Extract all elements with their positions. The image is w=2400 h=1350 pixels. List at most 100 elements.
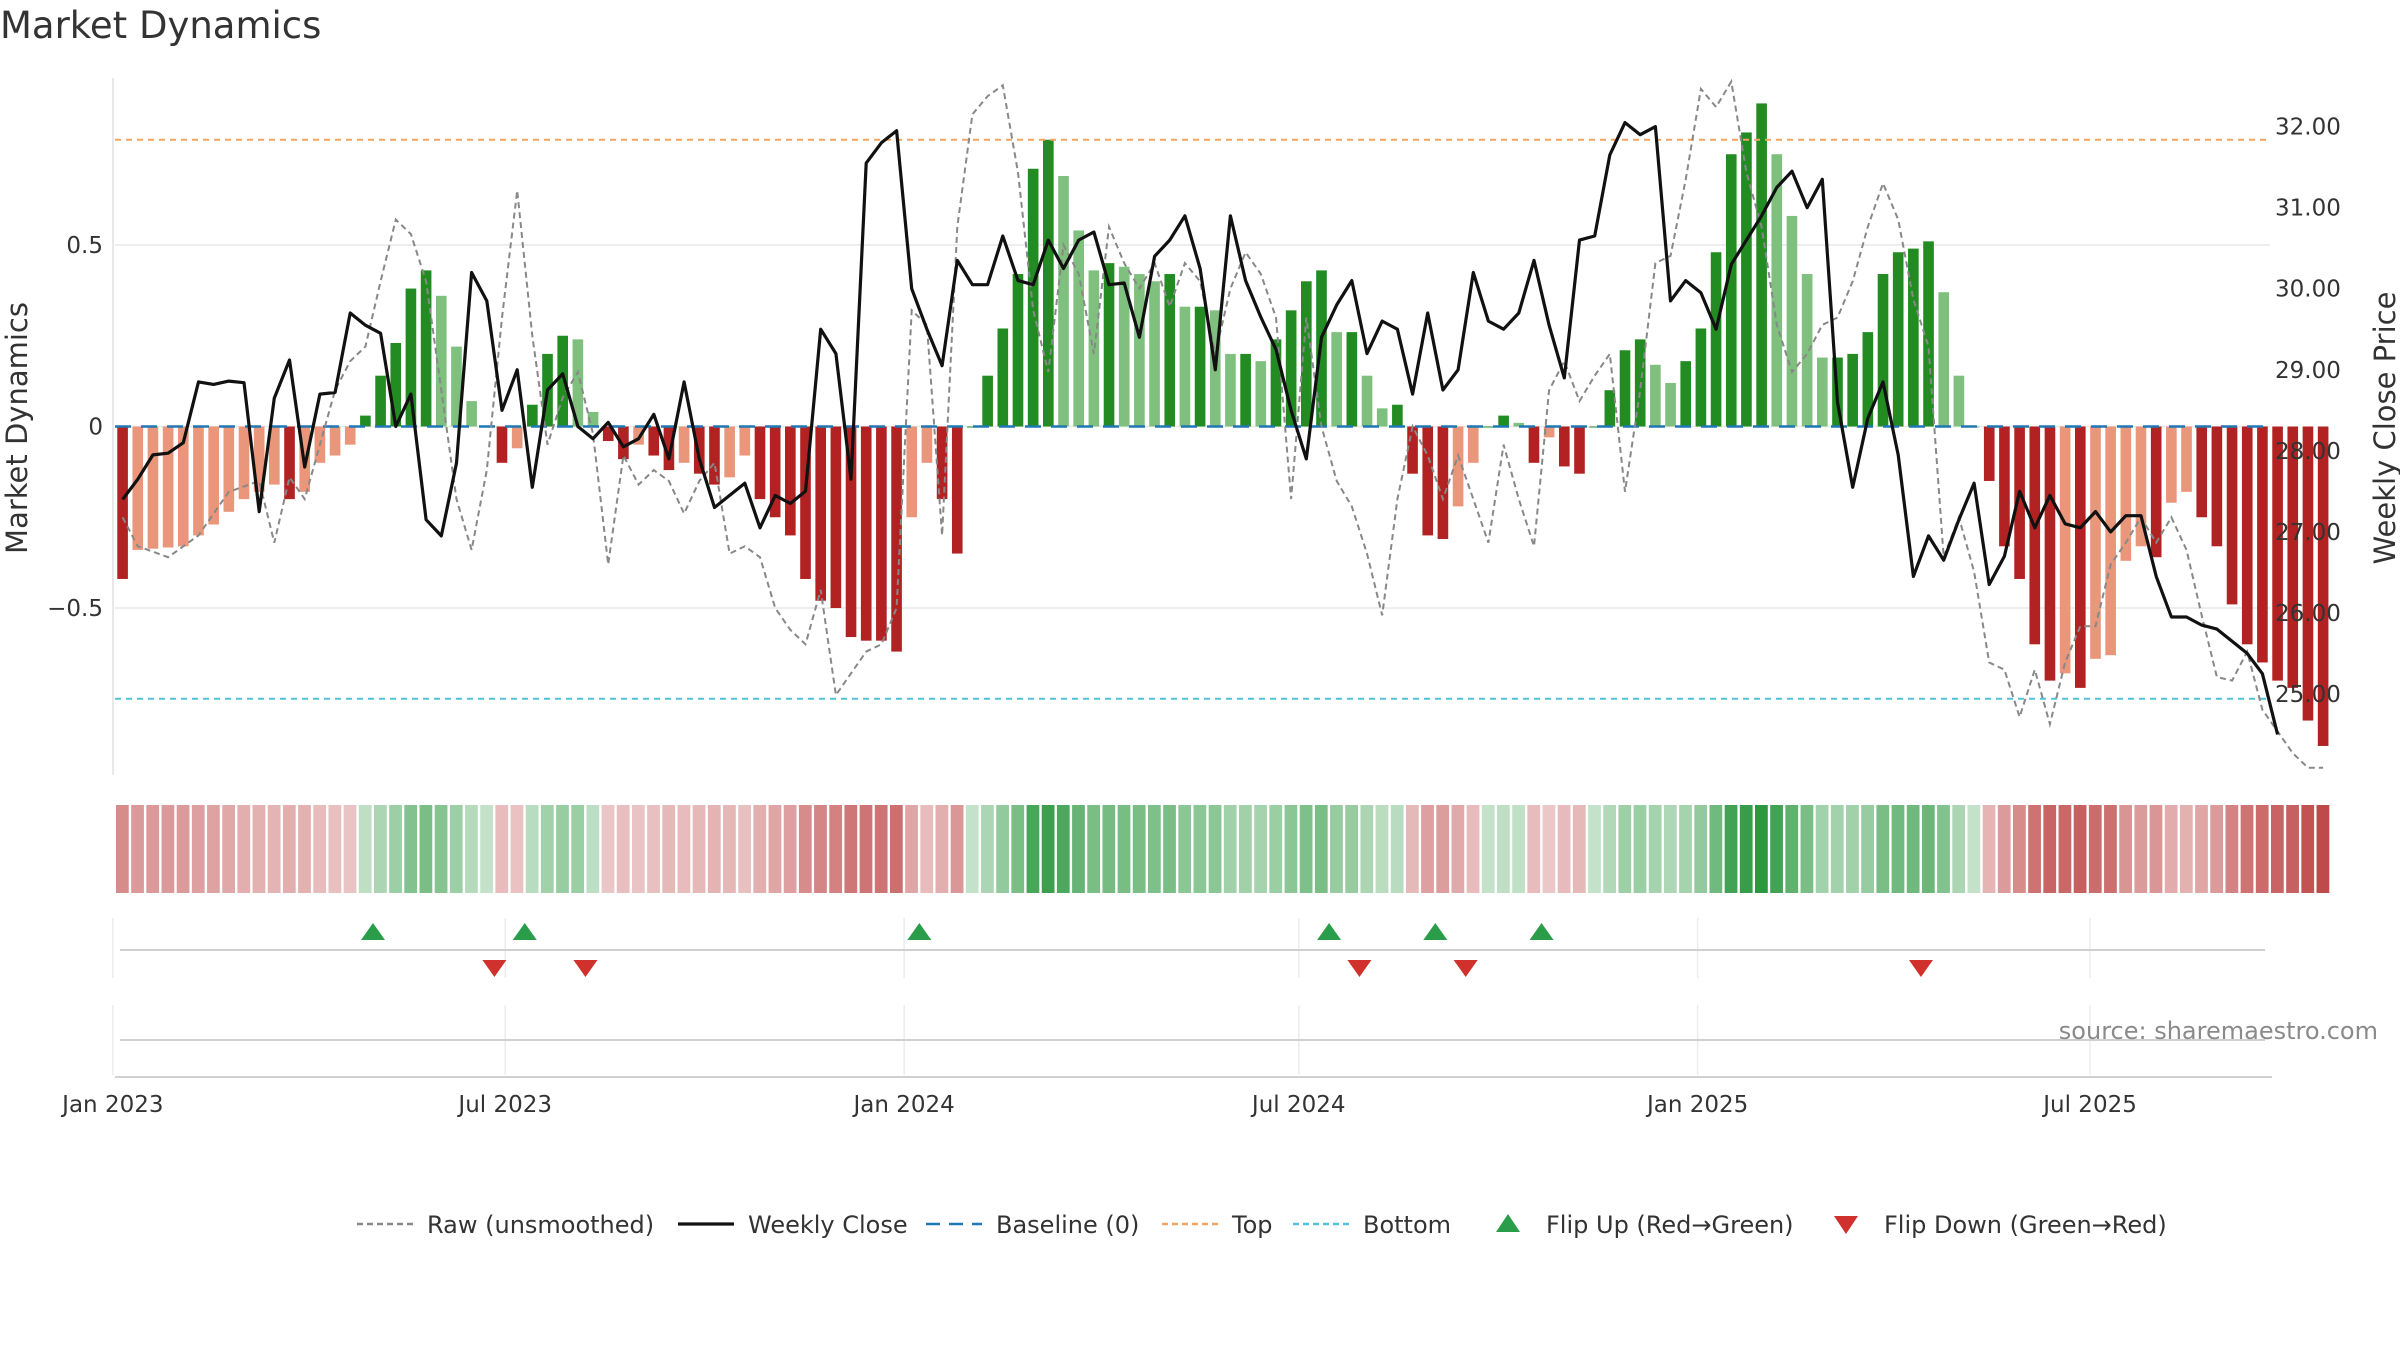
heat-strip-cell bbox=[616, 805, 630, 893]
heat-strip-cell bbox=[1997, 805, 2011, 893]
legend: Raw (unsmoothed) Weekly Close Baseline (0)… bbox=[357, 1211, 2167, 1239]
dynamics-bar bbox=[1938, 292, 1950, 427]
dynamics-bar bbox=[1118, 266, 1130, 427]
dynamics-bar bbox=[754, 426, 766, 500]
dynamics-bar bbox=[891, 426, 902, 652]
dynamics-bar bbox=[2257, 426, 2268, 663]
heat-strip-cell bbox=[905, 805, 918, 893]
dynamics-bar bbox=[2044, 426, 2056, 681]
dynamics-bar bbox=[1331, 332, 1342, 427]
right-tick-label: 25.00 bbox=[2275, 682, 2341, 708]
dynamics-bar bbox=[1574, 426, 1585, 474]
heat-strip-cell bbox=[798, 805, 812, 893]
heat-strip-cell bbox=[950, 805, 964, 893]
heat-strip-cell bbox=[647, 805, 660, 893]
heat-strip-cell bbox=[2013, 805, 2026, 893]
dynamics-bar bbox=[1513, 422, 1525, 427]
legend-item: Raw (unsmoothed) bbox=[357, 1211, 654, 1239]
heat-strip-cell bbox=[723, 805, 736, 893]
heat-strip-cell bbox=[313, 805, 327, 893]
dynamics-bar bbox=[435, 295, 447, 427]
dynamics-bar bbox=[1543, 426, 1555, 438]
heat-strip-cell bbox=[1603, 805, 1617, 893]
x-tick-label: Jul 2024 bbox=[1250, 1092, 1346, 1118]
heat-strip-cell bbox=[1512, 805, 1525, 893]
dynamics-bar bbox=[1027, 168, 1039, 427]
x-tick-label: Jul 2025 bbox=[2041, 1092, 2137, 1118]
heat-strip-cell bbox=[404, 805, 418, 893]
dynamics-bar bbox=[1225, 353, 1236, 427]
dynamics-bar bbox=[648, 426, 660, 456]
heat-strip-cell bbox=[1588, 805, 1601, 893]
heat-strip-cell bbox=[1269, 805, 1283, 893]
heat-strip-cell bbox=[1557, 805, 1571, 893]
flip-up-marker bbox=[360, 923, 385, 940]
x-tick-label: Jan 2024 bbox=[851, 1092, 954, 1118]
dynamics-bar bbox=[1756, 103, 1767, 427]
dynamics-bar bbox=[2181, 426, 2192, 492]
heat-strip-cell bbox=[1830, 805, 1844, 893]
dynamics-bar bbox=[951, 426, 963, 554]
right-tick-label: 32.00 bbox=[2275, 115, 2341, 141]
dynamics-bar bbox=[800, 426, 811, 579]
heat-strip-cell bbox=[2043, 805, 2057, 893]
heat-strip-cell bbox=[981, 805, 994, 893]
dynamics-bar bbox=[329, 426, 341, 456]
heat-strip-cell bbox=[2195, 805, 2208, 893]
heat-strip-cell bbox=[131, 805, 144, 893]
dynamics-bar bbox=[1892, 252, 1904, 427]
heat-strip-cell bbox=[419, 805, 433, 893]
heat-strip-cell bbox=[2316, 805, 2330, 893]
dynamics-bar bbox=[208, 426, 219, 525]
dynamics-bar bbox=[132, 426, 144, 550]
dynamics-bar bbox=[1498, 415, 1509, 427]
heat-strip-cell bbox=[222, 805, 235, 893]
dynamics-bar bbox=[1619, 350, 1631, 427]
dynamics-bar bbox=[2074, 426, 2086, 688]
legend-label: Weekly Close bbox=[748, 1211, 908, 1239]
heat-strip-cell bbox=[935, 805, 949, 893]
dynamics-bar bbox=[1558, 426, 1570, 467]
dynamics-bar bbox=[1908, 248, 1919, 427]
dynamics-bar bbox=[1392, 404, 1403, 427]
heat-strip-cell bbox=[889, 805, 903, 893]
heat-strip-cell bbox=[829, 805, 843, 893]
legend-swatch bbox=[1496, 1214, 1520, 1232]
dynamics-bar bbox=[1695, 328, 1707, 427]
dynamics-bar bbox=[815, 426, 827, 601]
heat-strip-cell bbox=[1755, 805, 1768, 893]
heat-strip-cell bbox=[237, 805, 251, 893]
weekly-close-line bbox=[121, 121, 2280, 735]
heat-strip-cell bbox=[556, 805, 569, 893]
dynamics-bar bbox=[1043, 139, 1054, 427]
dynamics-bar bbox=[1073, 230, 1084, 427]
dynamics-bar bbox=[2150, 426, 2162, 558]
legend-label: Flip Down (Green→Red) bbox=[1884, 1211, 2167, 1239]
flip-down-marker bbox=[1453, 960, 1478, 977]
heat-strip-cell bbox=[1421, 805, 1434, 893]
dynamics-bar bbox=[253, 426, 265, 492]
left-tick-label: 0.5 bbox=[66, 233, 103, 259]
dynamics-bar bbox=[1301, 281, 1312, 427]
heat-strip-cell bbox=[1982, 805, 1996, 893]
dynamics-bar bbox=[1407, 426, 1418, 474]
dynamics-bar bbox=[1847, 353, 1858, 427]
heat-strip-cell bbox=[1056, 805, 1070, 893]
heat-strip-cell bbox=[267, 805, 281, 893]
heat-strip-cell bbox=[465, 805, 478, 893]
heat-strip-cell bbox=[738, 805, 751, 893]
heat-strip-cell bbox=[814, 805, 827, 893]
heat-strip-cell bbox=[1861, 805, 1875, 893]
dynamics-bar bbox=[557, 335, 569, 427]
dynamics-bar bbox=[1164, 274, 1176, 427]
dynamics-bar bbox=[1665, 382, 1676, 427]
flip-down-marker bbox=[1347, 960, 1372, 977]
legend-swatch bbox=[1834, 1216, 1858, 1234]
dynamics-bar bbox=[1801, 274, 1813, 427]
dynamics-bar bbox=[1589, 426, 1600, 428]
dynamics-bar bbox=[860, 426, 872, 641]
right-tick-label: 30.00 bbox=[2275, 277, 2341, 303]
legend-item: Baseline (0) bbox=[926, 1211, 1139, 1239]
heat-strip-cell bbox=[859, 805, 873, 893]
dynamics-bar bbox=[1361, 375, 1373, 427]
